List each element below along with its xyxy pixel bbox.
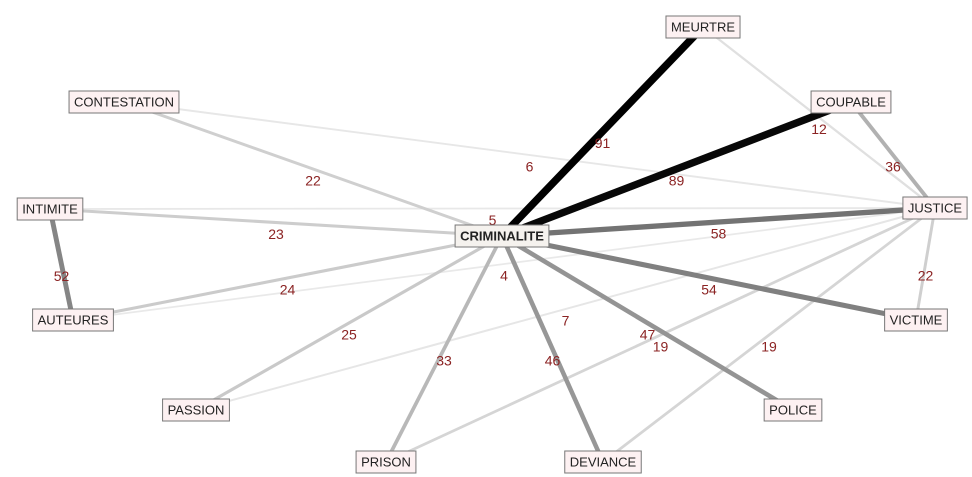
edge-label: 24 — [280, 282, 296, 298]
edge — [849, 100, 937, 210]
node-box — [884, 308, 948, 332]
edge — [123, 100, 503, 238]
edges — [47, 24, 937, 464]
node-label: PASSION — [168, 402, 225, 417]
node-box — [16, 197, 84, 221]
node-box — [32, 308, 114, 332]
node-label: MEURTRE — [671, 19, 735, 34]
node-box — [162, 398, 230, 422]
edge-label: 19 — [761, 339, 777, 355]
edge — [602, 206, 936, 464]
edge-label: 54 — [701, 282, 717, 298]
node-box — [564, 450, 642, 474]
edge — [123, 101, 936, 209]
edge — [914, 207, 937, 321]
edge-label: 52 — [54, 268, 70, 284]
node-box — [810, 90, 892, 114]
edge-label: 89 — [669, 173, 685, 189]
node-label: DEVIANCE — [570, 454, 637, 469]
edge-label: 33 — [436, 353, 452, 369]
edge — [72, 234, 503, 322]
node-label: POLICE — [769, 402, 817, 417]
edge-label: 36 — [885, 159, 901, 175]
edge — [49, 207, 503, 238]
edge-label: 58 — [711, 226, 727, 242]
edge-label: 6 — [526, 159, 534, 175]
edge-labels: 4 5 6 7 12 19 19 22 22 23 24 25 33 36 46 47 52 54 58 89 91 — [54, 121, 934, 369]
edge-label: 23 — [268, 226, 284, 242]
node-label: AUTEURES — [38, 312, 109, 327]
node-label: COUPABLE — [816, 94, 886, 109]
node-label: CONTESTATION — [74, 94, 174, 109]
edge — [47, 208, 76, 321]
edge — [501, 233, 917, 323]
edge — [500, 98, 853, 240]
node-box — [665, 15, 741, 39]
edge-label: 91 — [595, 135, 611, 151]
edge — [195, 234, 503, 412]
edge — [72, 207, 936, 321]
edge-label: 4 — [500, 268, 508, 284]
edge — [384, 235, 504, 463]
edge — [499, 24, 706, 239]
edge-label: 46 — [545, 353, 561, 369]
edge-label: 19 — [653, 339, 669, 355]
edge-label: 22 — [918, 268, 934, 284]
node-box — [902, 196, 968, 220]
node-box — [454, 224, 550, 248]
edge-label: 5 — [489, 212, 497, 228]
node-label: JUSTICE — [908, 200, 963, 215]
edge-label: 12 — [811, 121, 827, 137]
edge-label: 47 — [640, 327, 656, 343]
node-box — [355, 450, 417, 474]
node-box — [68, 90, 180, 114]
edge — [500, 234, 795, 412]
edge — [385, 206, 936, 464]
edge-label: 7 — [562, 313, 570, 329]
node-label: CRIMINALITE — [460, 228, 544, 243]
node-label: PRISON — [361, 454, 411, 469]
edge — [195, 207, 936, 411]
node-label: INTIMITE — [22, 201, 78, 216]
edge — [499, 235, 606, 463]
edge — [49, 207, 936, 210]
edge-label: 22 — [305, 173, 321, 189]
node-box — [763, 398, 823, 422]
nodes: CRIMINALITE MEURTRE COUPABLE CONTESTATION IN… — [16, 15, 968, 474]
edge — [501, 205, 936, 239]
edge-label: 25 — [341, 327, 357, 343]
node-label: VICTIME — [890, 312, 943, 327]
